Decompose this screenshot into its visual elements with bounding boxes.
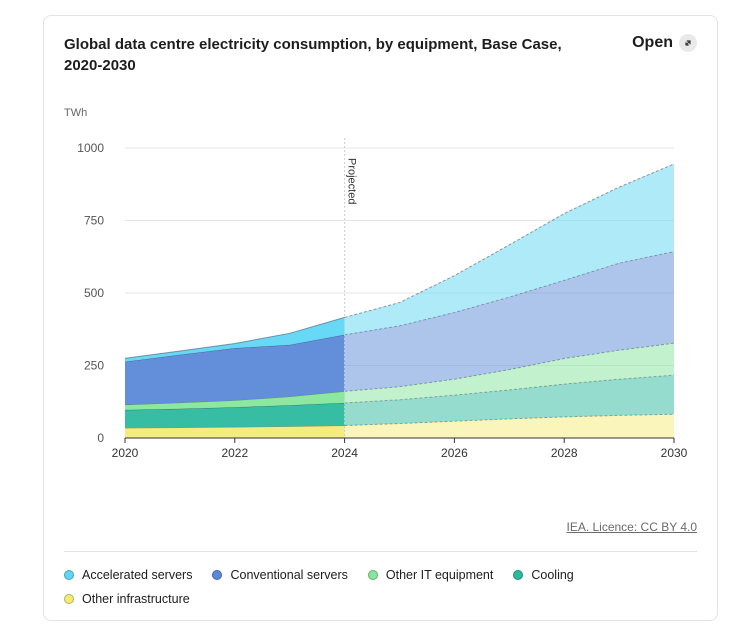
chart-legend: Accelerated servers Conventional servers O… xyxy=(64,568,684,606)
x-tick-label: 2024 xyxy=(331,446,358,460)
licence-link[interactable]: IEA. Licence: CC BY 4.0 xyxy=(566,520,697,534)
y-tick-label: 750 xyxy=(84,214,104,228)
legend-swatch xyxy=(513,570,524,580)
legend-swatch xyxy=(367,570,378,580)
area-cooling-historical xyxy=(125,402,345,428)
legend-label: Conventional servers xyxy=(230,568,348,582)
chart-card: Global data centre electricity consumpti… xyxy=(43,15,718,621)
line-accelerated-servers-projected xyxy=(344,163,675,318)
y-tick-label: 0 xyxy=(97,431,104,445)
area-accelerated-servers-projected xyxy=(344,163,674,335)
legend-divider xyxy=(64,551,697,552)
x-tick-label: 2026 xyxy=(441,446,468,460)
area-other-it-equipment-historical xyxy=(125,391,345,410)
legend-label: Accelerated servers xyxy=(82,568,193,582)
chart-title: Global data centre electricity consumpti… xyxy=(64,36,562,74)
open-button[interactable]: Open xyxy=(632,34,697,52)
y-tick-label: 1000 xyxy=(77,141,104,155)
x-tick-label: 2022 xyxy=(221,446,248,460)
legend-item[interactable]: Conventional servers xyxy=(212,568,348,582)
y-axis-unit-label: TWh xyxy=(64,107,87,119)
area-conventional-servers-historical xyxy=(125,334,345,405)
line-accelerated-servers-historical xyxy=(124,316,345,359)
chart-areas xyxy=(124,163,675,438)
x-tick-label: 2030 xyxy=(661,446,688,460)
x-tick-label: 2020 xyxy=(112,446,139,460)
legend-swatch xyxy=(64,570,74,580)
open-button-label: Open xyxy=(632,34,673,51)
legend-swatch xyxy=(212,570,223,580)
area-other-infrastructure-projected xyxy=(344,414,674,438)
area-accelerated-servers-historical xyxy=(125,317,345,362)
projection-label: Projected xyxy=(346,158,358,204)
external-link-icon xyxy=(679,34,697,52)
y-tick-label: 500 xyxy=(84,286,104,300)
area-other-it-equipment-projected xyxy=(344,343,674,403)
area-cooling-projected xyxy=(344,375,674,426)
legend-item[interactable]: Other infrastructure xyxy=(64,592,190,606)
area-conventional-servers-projected xyxy=(344,251,674,392)
legend-item[interactable]: Cooling xyxy=(513,568,574,582)
x-tick-label: 2028 xyxy=(551,446,578,460)
legend-label: Other IT equipment xyxy=(385,568,494,582)
y-tick-label: 250 xyxy=(84,359,104,373)
legend-item[interactable]: Accelerated servers xyxy=(64,568,192,582)
legend-label: Cooling xyxy=(531,568,574,582)
area-chart: TWh 0 250 500 750 1000 Projected 2020 2022 2024 2… xyxy=(64,107,688,460)
legend-item[interactable]: Other IT equipment xyxy=(367,568,494,582)
chart-axes: 0 250 500 750 1000 Projected 2020 2022 2024 2026 2… xyxy=(77,138,688,460)
legend-label: Other infrastructure xyxy=(82,592,190,606)
legend-swatch xyxy=(64,594,74,604)
area-other-infrastructure-historical xyxy=(125,425,345,438)
